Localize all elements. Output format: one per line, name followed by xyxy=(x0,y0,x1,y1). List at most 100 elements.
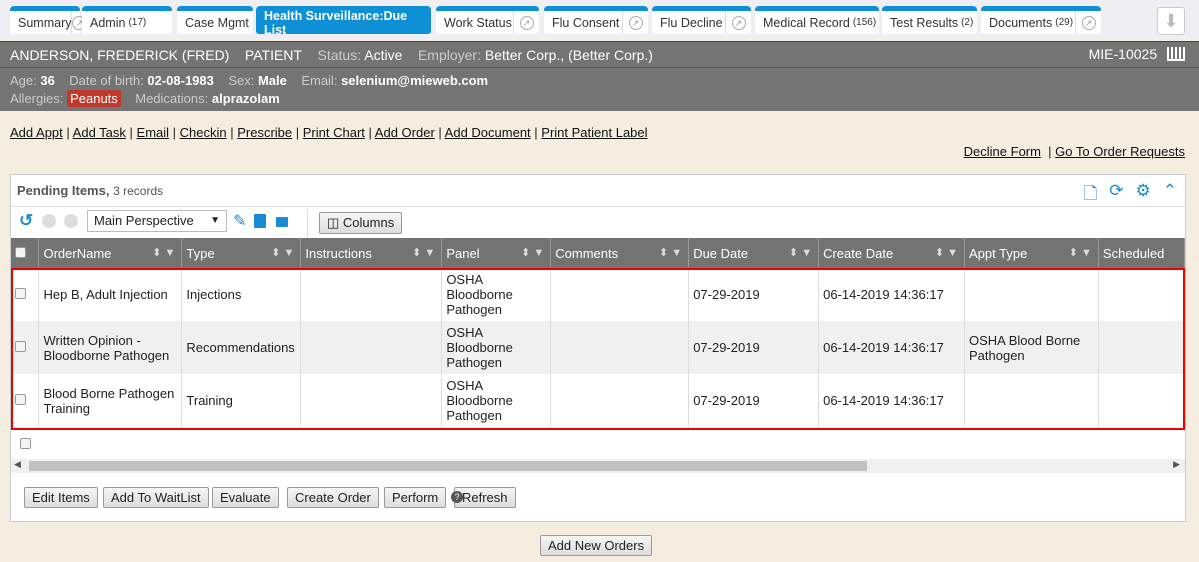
sort-filter-icon[interactable]: ⬍ ▼ xyxy=(521,247,545,259)
tab-work-status[interactable]: Work Status ↗ xyxy=(436,6,539,34)
add-to-waitlist-button[interactable]: Add To WaitList xyxy=(103,487,209,508)
new-document-icon[interactable]: 🗋 xyxy=(1083,184,1098,203)
cell-due-date: 07-29-2019 xyxy=(688,268,820,321)
cell-instructions xyxy=(300,268,443,321)
cell-type: Recommendations xyxy=(181,321,302,374)
orders-table: OrderName ⬍ ▼ Type ⬍ ▼ Instructions ⬍ ▼ Panel ⬍… xyxy=(11,238,1186,427)
sort-filter-icon[interactable]: ⬍ ▼ xyxy=(934,247,958,259)
link-add-document[interactable]: Add Document xyxy=(444,125,531,140)
email-label: Email: xyxy=(301,73,338,88)
perform-button[interactable]: Perform xyxy=(384,487,447,508)
sort-filter-icon[interactable]: ⬍ ▼ xyxy=(412,247,436,259)
column-header[interactable]: Type ⬍ ▼ xyxy=(181,238,302,268)
forward-icon[interactable] xyxy=(64,214,78,228)
column-header[interactable]: Scheduled xyxy=(1098,238,1186,268)
help-icon[interactable]: ? xyxy=(451,491,463,503)
tab-summary[interactable]: Summary ↗ xyxy=(10,6,87,34)
cell-ordername: Blood Borne Pathogen Training xyxy=(38,374,183,427)
back-icon[interactable] xyxy=(42,214,56,228)
column-label: Create Date xyxy=(823,245,894,261)
column-header[interactable]: Comments ⬍ ▼ xyxy=(550,238,690,268)
cell-create-date: 06-14-2019 14:36:17 xyxy=(818,374,965,427)
scroll-thumb[interactable] xyxy=(29,461,867,471)
link-print-patient-label[interactable]: Print Patient Label xyxy=(541,125,648,140)
chart-icon[interactable] xyxy=(1167,47,1185,61)
sort-filter-icon[interactable]: ⬍ ▼ xyxy=(271,247,295,259)
row-checkbox[interactable] xyxy=(11,268,40,321)
table-row[interactable]: Blood Borne Pathogen Training Training OSH… xyxy=(11,374,1186,427)
decline-form-link[interactable]: Decline Form xyxy=(963,144,1041,159)
cell-scheduled xyxy=(1098,374,1186,427)
cell-panel: OSHA Bloodborne Pathogen xyxy=(441,374,552,427)
row-checkbox[interactable] xyxy=(11,321,40,374)
perspective-value: Main Perspective xyxy=(94,213,194,228)
link-prescribe[interactable]: Prescribe xyxy=(237,125,293,140)
right-links: Decline Form | Go To Order Requests xyxy=(963,144,1185,159)
tab-flu-decline[interactable]: Flu Decline ↗ xyxy=(652,6,751,34)
pencil-icon[interactable]: ✎ xyxy=(233,213,247,230)
pending-items-panel: Pending Items, 3 records 🗋 ⟳ ⚙ ⌃ ↺ Main … xyxy=(10,174,1186,522)
column-header[interactable]: OrderName ⬍ ▼ xyxy=(38,238,183,268)
open-external-icon[interactable]: ↗ xyxy=(622,11,648,34)
tab-case-mgmt[interactable]: Case Mgmt xyxy=(177,6,253,34)
sort-filter-icon[interactable]: ⬍ ▼ xyxy=(659,247,683,259)
horizontal-scrollbar[interactable]: ◀ ▶ xyxy=(11,459,1185,473)
table-row[interactable]: Written Opinion - Bloodborne Pathogen Rec… xyxy=(11,321,1186,374)
order-requests-link[interactable]: Go To Order Requests xyxy=(1055,144,1185,159)
tab-flu-consent[interactable]: Flu Consent ↗ xyxy=(544,6,648,34)
gear-icon[interactable]: ⚙ xyxy=(1135,181,1151,200)
tab-health-surveillance-due-list[interactable]: Health Surveillance:Due List xyxy=(256,6,431,37)
download-icon[interactable]: ⬇ xyxy=(1157,7,1185,35)
column-header[interactable]: Panel ⬍ ▼ xyxy=(441,238,552,268)
link-add-appt[interactable]: Add Appt xyxy=(10,125,63,140)
trash-icon[interactable] xyxy=(254,214,266,228)
row-checkbox[interactable] xyxy=(11,374,40,427)
link-add-order[interactable]: Add Order xyxy=(374,125,435,140)
cell-type: Training xyxy=(181,374,302,427)
open-external-icon[interactable]: ↗ xyxy=(513,11,539,34)
sort-filter-icon[interactable]: ⬍ ▼ xyxy=(1068,247,1092,259)
link-add-task[interactable]: Add Task xyxy=(72,125,126,140)
add-new-orders-button[interactable]: Add New Orders xyxy=(540,535,653,556)
link-checkin[interactable]: Checkin xyxy=(179,125,227,140)
edit-items-button[interactable]: Edit Items xyxy=(24,487,98,508)
dropdown-arrow-icon: ▼ xyxy=(210,215,220,226)
lock-icon[interactable] xyxy=(276,217,288,227)
open-external-icon[interactable]: ↗ xyxy=(1075,11,1101,34)
sort-filter-icon[interactable]: ⬍ ▼ xyxy=(788,247,813,259)
evaluate-button[interactable]: Evaluate xyxy=(212,487,279,508)
column-header[interactable]: Appt Type ⬍ ▼ xyxy=(964,238,1099,268)
tab-label: Summary xyxy=(18,15,72,30)
tab-medical-record[interactable]: Medical Record (156) xyxy=(755,6,879,34)
tab-label: Health Surveillance:Due List xyxy=(264,8,408,37)
columns-button[interactable]: ◫ Columns xyxy=(319,212,403,234)
select-all-checkbox[interactable] xyxy=(11,238,40,268)
refresh-button[interactable]: Refresh xyxy=(454,487,516,508)
record-count: 3 records xyxy=(113,184,164,198)
cell-due-date: 07-29-2019 xyxy=(688,321,820,374)
tab-admin[interactable]: Admin (17) xyxy=(82,6,172,34)
cell-create-date: 06-14-2019 14:36:17 xyxy=(818,268,965,321)
column-label: Instructions xyxy=(305,245,372,261)
tab-label: Flu Consent xyxy=(552,15,620,30)
perspective-select[interactable]: Main Perspective ▼ xyxy=(87,210,227,232)
sex-value: Male xyxy=(257,73,287,88)
column-header[interactable]: Create Date ⬍ ▼ xyxy=(818,238,965,268)
undo-icon[interactable]: ↺ xyxy=(19,211,34,230)
cell-comments xyxy=(550,374,690,427)
open-external-icon[interactable]: ↗ xyxy=(725,11,751,34)
refresh-icon[interactable]: ⟳ xyxy=(1109,181,1124,200)
column-header[interactable]: Instructions ⬍ ▼ xyxy=(300,238,443,268)
tab-test-results[interactable]: Test Results (2) xyxy=(882,6,977,34)
sort-filter-icon[interactable]: ⬍ ▼ xyxy=(152,247,176,259)
table-row[interactable]: Hep B, Adult Injection Injections OSHA Blo… xyxy=(11,268,1186,321)
tab-documents[interactable]: Documents (29) ↗ xyxy=(981,6,1101,34)
columns-label: Columns xyxy=(342,215,395,230)
column-header[interactable]: Due Date ⬍ ▼ xyxy=(688,238,820,268)
link-print-chart[interactable]: Print Chart xyxy=(302,125,365,140)
create-order-button[interactable]: Create Order xyxy=(287,487,379,508)
footer-checkbox[interactable] xyxy=(20,438,31,449)
collapse-icon[interactable]: ⌃ xyxy=(1162,181,1177,200)
link-email[interactable]: Email xyxy=(136,125,170,140)
age-label: Age: xyxy=(10,73,37,88)
